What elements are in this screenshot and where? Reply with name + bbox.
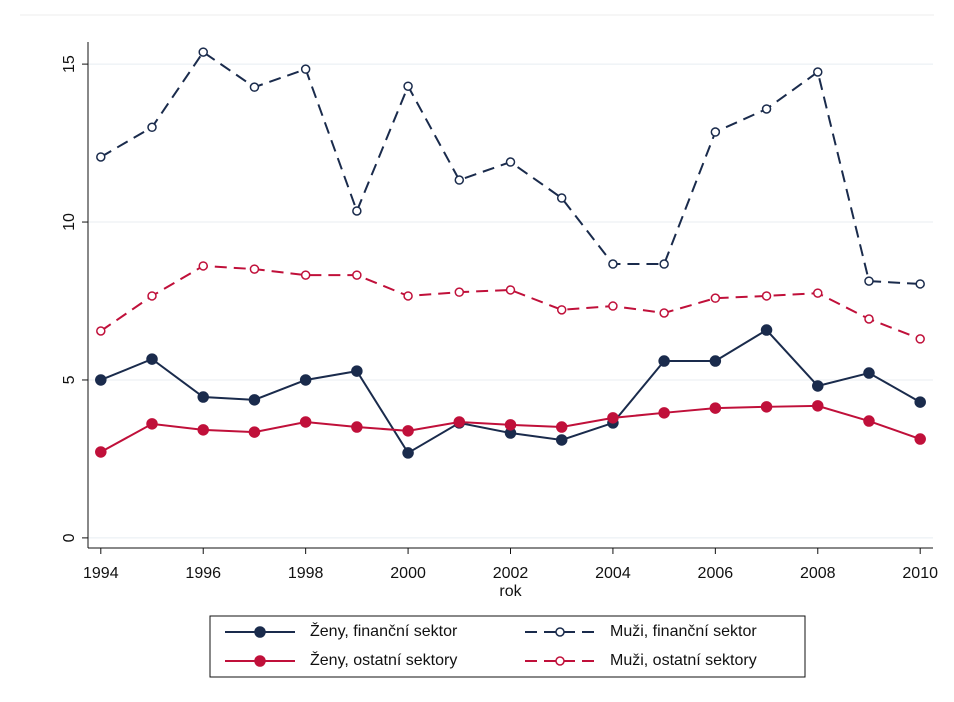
point	[402, 425, 414, 437]
point	[197, 424, 209, 436]
x-tick-label: 1996	[185, 565, 221, 582]
point	[197, 391, 209, 403]
point	[710, 127, 721, 137]
point	[812, 400, 824, 412]
point	[556, 305, 567, 315]
point	[351, 421, 363, 433]
point	[709, 355, 722, 367]
point	[95, 374, 107, 386]
point	[454, 175, 465, 185]
point	[760, 401, 773, 413]
y-tick-label: 0	[61, 533, 78, 542]
point	[658, 407, 670, 419]
point	[864, 314, 874, 324]
point	[760, 324, 773, 336]
y-tick-label: 15	[61, 55, 78, 73]
point	[147, 291, 157, 301]
point	[300, 270, 311, 280]
legend-marker	[555, 656, 565, 666]
point	[300, 64, 311, 74]
y-tick-label: 5	[61, 375, 78, 384]
point	[453, 416, 466, 428]
y-tick-label: 10	[61, 213, 78, 231]
point	[95, 446, 107, 458]
series-line	[100, 264, 921, 340]
point	[608, 301, 618, 311]
point	[454, 287, 465, 297]
x-tick-label: 2000	[390, 565, 426, 582]
point	[504, 419, 517, 431]
point	[863, 415, 875, 427]
point	[96, 152, 106, 162]
point	[863, 367, 875, 379]
point	[352, 206, 362, 216]
point	[505, 157, 516, 167]
x-tick-label: 2006	[698, 565, 734, 582]
point	[710, 293, 721, 303]
point	[299, 374, 312, 386]
point	[761, 291, 772, 301]
point	[352, 270, 362, 280]
x-tick-label: 2010	[902, 565, 938, 582]
point	[813, 67, 823, 77]
point	[914, 433, 926, 445]
x-axis-label: rok	[499, 583, 522, 600]
point	[607, 412, 619, 424]
legend-label: Ženy, ostatní sektory	[310, 650, 457, 669]
point	[608, 259, 618, 269]
point	[403, 81, 413, 91]
x-tick-label: 2002	[493, 565, 529, 582]
x-tick-label: 2008	[800, 565, 836, 582]
legend-label: Muži, finanční sektor	[610, 623, 757, 640]
point	[198, 47, 208, 57]
legend-label: Ženy, finanční sektor	[310, 621, 458, 640]
x-tick-label: 1998	[288, 565, 324, 582]
point	[864, 276, 874, 286]
point	[813, 288, 823, 298]
x-tick-label: 2004	[595, 565, 631, 582]
legend-label: Muži, ostatní sektory	[610, 652, 757, 669]
point	[146, 353, 158, 365]
point	[915, 334, 925, 344]
point	[658, 355, 670, 367]
point	[555, 421, 568, 433]
legend-marker	[555, 627, 565, 637]
point	[248, 394, 261, 406]
point	[402, 447, 414, 459]
legend-box	[209, 615, 806, 678]
legend-marker	[254, 655, 266, 667]
point	[915, 279, 925, 289]
point	[146, 418, 158, 430]
point	[556, 193, 567, 203]
point	[403, 291, 413, 301]
point	[299, 416, 312, 428]
point	[761, 104, 772, 114]
point	[555, 434, 568, 446]
x-tick-label: 1994	[83, 565, 119, 582]
point	[812, 380, 824, 392]
point	[147, 122, 157, 133]
point	[198, 261, 208, 271]
point	[505, 285, 516, 295]
point	[249, 82, 260, 92]
point	[709, 402, 722, 414]
point	[96, 326, 106, 336]
point	[659, 308, 669, 318]
point	[659, 259, 669, 269]
legend-marker	[254, 626, 266, 638]
point	[351, 365, 363, 377]
series-line	[100, 50, 921, 285]
point	[248, 426, 261, 438]
point	[249, 264, 260, 274]
point	[914, 396, 926, 408]
